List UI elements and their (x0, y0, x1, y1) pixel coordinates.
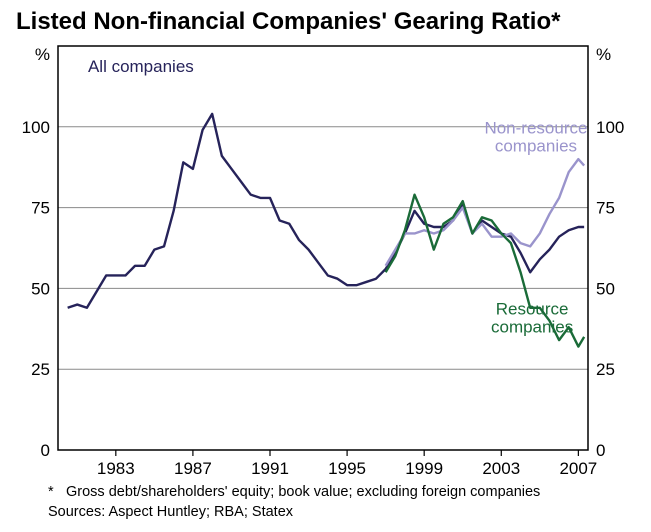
y-tick-right: 50 (596, 279, 615, 298)
chart-svg: 0 0 25 25 50 50 75 75 100 100%% 1983 1987 1991 1995 19… (0, 0, 651, 532)
series-label: companies (495, 136, 577, 155)
chart-container: Listed Non-financial Companies' Gearing … (0, 0, 651, 532)
y-tick-left: 100 (22, 118, 50, 137)
footnote-line: *Gross debt/shareholders' equity; book v… (48, 484, 540, 500)
y-tick-right: 25 (596, 360, 615, 379)
x-tick: 1983 (97, 459, 135, 478)
y-tick-right: 100 (596, 118, 624, 137)
y-unit-left: % (35, 45, 50, 64)
y-unit-right: % (596, 45, 611, 64)
x-tick: 2003 (482, 459, 520, 478)
y-tick-left: 0 (41, 441, 50, 460)
footnote-text: Gross debt/shareholders' equity; book va… (66, 484, 540, 500)
x-tick: 2007 (559, 459, 597, 478)
series-label: Resource (496, 299, 569, 318)
series-label: Non-resource (484, 118, 587, 137)
x-tick: 1991 (251, 459, 289, 478)
x-tick: 1995 (328, 459, 366, 478)
y-tick-left: 25 (31, 360, 50, 379)
x-tick: 1999 (405, 459, 443, 478)
y-tick-left: 75 (31, 199, 50, 218)
series-label: All companies (88, 57, 194, 76)
y-tick-right: 0 (596, 441, 605, 460)
footnote-star: * (48, 484, 66, 500)
y-tick-right: 75 (596, 199, 615, 218)
series-label: companies (491, 317, 573, 336)
sources-line: Sources: Aspect Huntley; RBA; Statex (48, 504, 293, 520)
x-tick: 1987 (174, 459, 212, 478)
y-tick-left: 50 (31, 279, 50, 298)
